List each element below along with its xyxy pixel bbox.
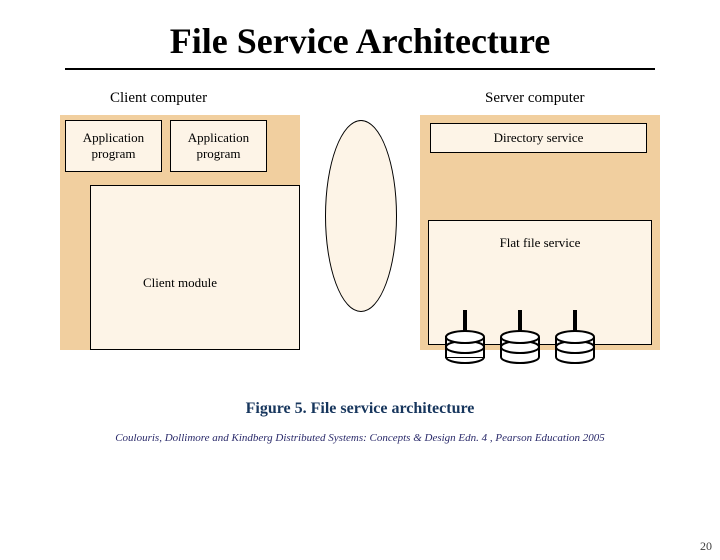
architecture-diagram: Client computer Server computer Applicat… [60,90,660,370]
disk-icon [555,330,595,364]
network-ellipse [325,120,397,312]
client-module-box [90,185,300,350]
app-program-2-label: Application program [171,130,266,161]
page-number: 20 [700,539,712,554]
directory-service-label: Directory service [494,130,584,146]
app-program-1-label: Application program [66,130,161,161]
client-computer-label: Client computer [110,90,207,107]
client-module-label: Client module [60,275,300,291]
disk-icon [500,330,540,364]
figure-caption: Figure 5. File service architecture [0,400,720,418]
flat-file-label: Flat file service [420,235,660,251]
citation: Coulouris, Dollimore and Kindberg Distri… [0,432,720,444]
page-title: File Service Architecture [65,20,655,70]
app-program-2: Application program [170,120,267,172]
directory-service-box: Directory service [430,123,647,153]
disk-icon [445,330,485,364]
client-box: Application program Application program … [60,115,300,350]
server-computer-label: Server computer [485,90,585,107]
app-program-1: Application program [65,120,162,172]
